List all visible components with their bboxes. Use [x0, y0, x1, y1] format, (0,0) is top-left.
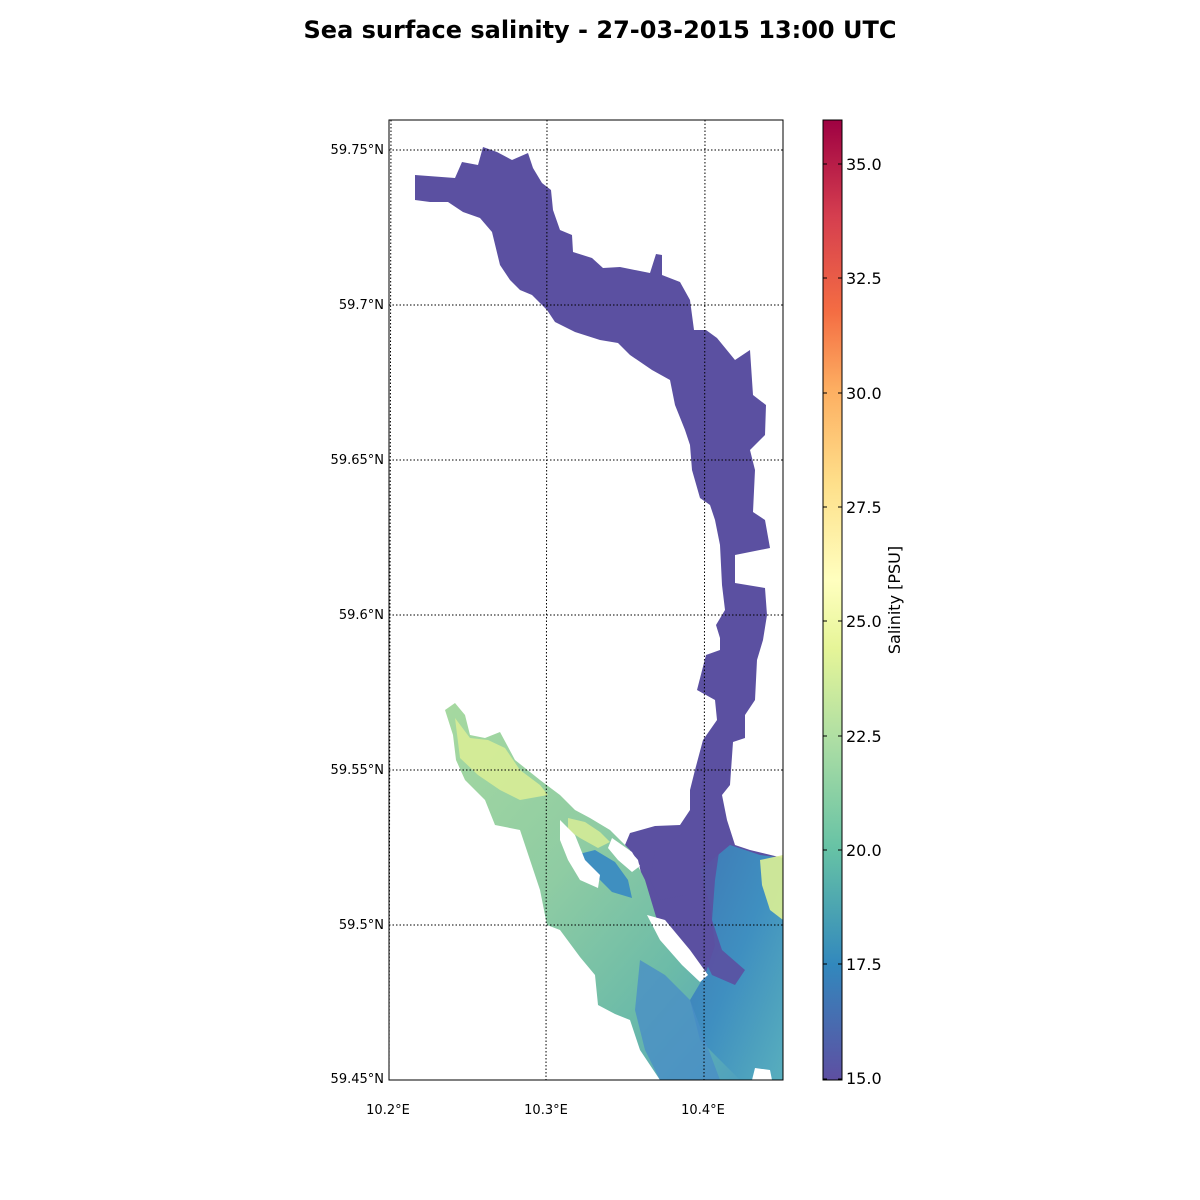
colorbar-ticks [823, 163, 842, 1080]
lat-label: 59.45°N [331, 1072, 384, 1087]
outer-fjord-blue-2 [635, 960, 720, 1080]
outer-fjord-yellow [760, 855, 783, 920]
map-frame [388, 119, 784, 1081]
latitude-labels: 59.75°N 59.7°N 59.65°N 59.6°N 59.55°N 59… [331, 143, 384, 1087]
outer-fjord-blue [690, 845, 783, 1080]
colorbar-tick-label: 32.5 [846, 269, 882, 288]
fresh-channel [650, 830, 745, 985]
island-3 [647, 915, 708, 982]
map-gridlines [388, 119, 783, 1081]
colorbar-tick-label: 22.5 [846, 727, 882, 746]
colorbar-tick-label: 15.0 [846, 1069, 882, 1088]
colorbar-tick-label: 27.5 [846, 498, 882, 517]
mid-salinity-zone [575, 850, 632, 898]
island-2 [608, 838, 640, 872]
brackish-zone-2 [568, 818, 610, 848]
lat-label: 59.6°N [339, 608, 384, 623]
lon-label: 10.4°E [681, 1103, 725, 1118]
colorbar [822, 119, 843, 1081]
salinity-field [415, 147, 783, 1080]
colorbar-tick-label: 35.0 [846, 155, 882, 174]
colorbar-title: Salinity [PSU] [885, 546, 904, 654]
colorbar-tick-labels: 15.0 17.5 20.0 22.5 25.0 27.5 30.0 32.5 … [846, 155, 882, 1088]
island-1 [560, 820, 600, 888]
colorbar-tick-label: 25.0 [846, 612, 882, 631]
map-title: Sea surface salinity - 27-03-2015 13:00 … [303, 16, 897, 44]
lon-label: 10.2°E [366, 1103, 410, 1118]
lon-label: 10.3°E [524, 1103, 568, 1118]
colorbar-tick-label: 17.5 [846, 955, 882, 974]
longitude-labels: 10.2°E 10.3°E 10.4°E [366, 1103, 725, 1118]
colorbar-tick-label: 30.0 [846, 384, 882, 403]
lat-label: 59.7°N [339, 298, 384, 313]
colorbar-tick-label: 20.0 [846, 841, 882, 860]
island-4 [752, 1068, 772, 1080]
brackish-zone [455, 718, 548, 800]
lat-label: 59.75°N [331, 143, 384, 158]
lat-label: 59.55°N [331, 763, 384, 778]
lat-label: 59.65°N [331, 453, 384, 468]
lat-label: 59.5°N [339, 918, 384, 933]
